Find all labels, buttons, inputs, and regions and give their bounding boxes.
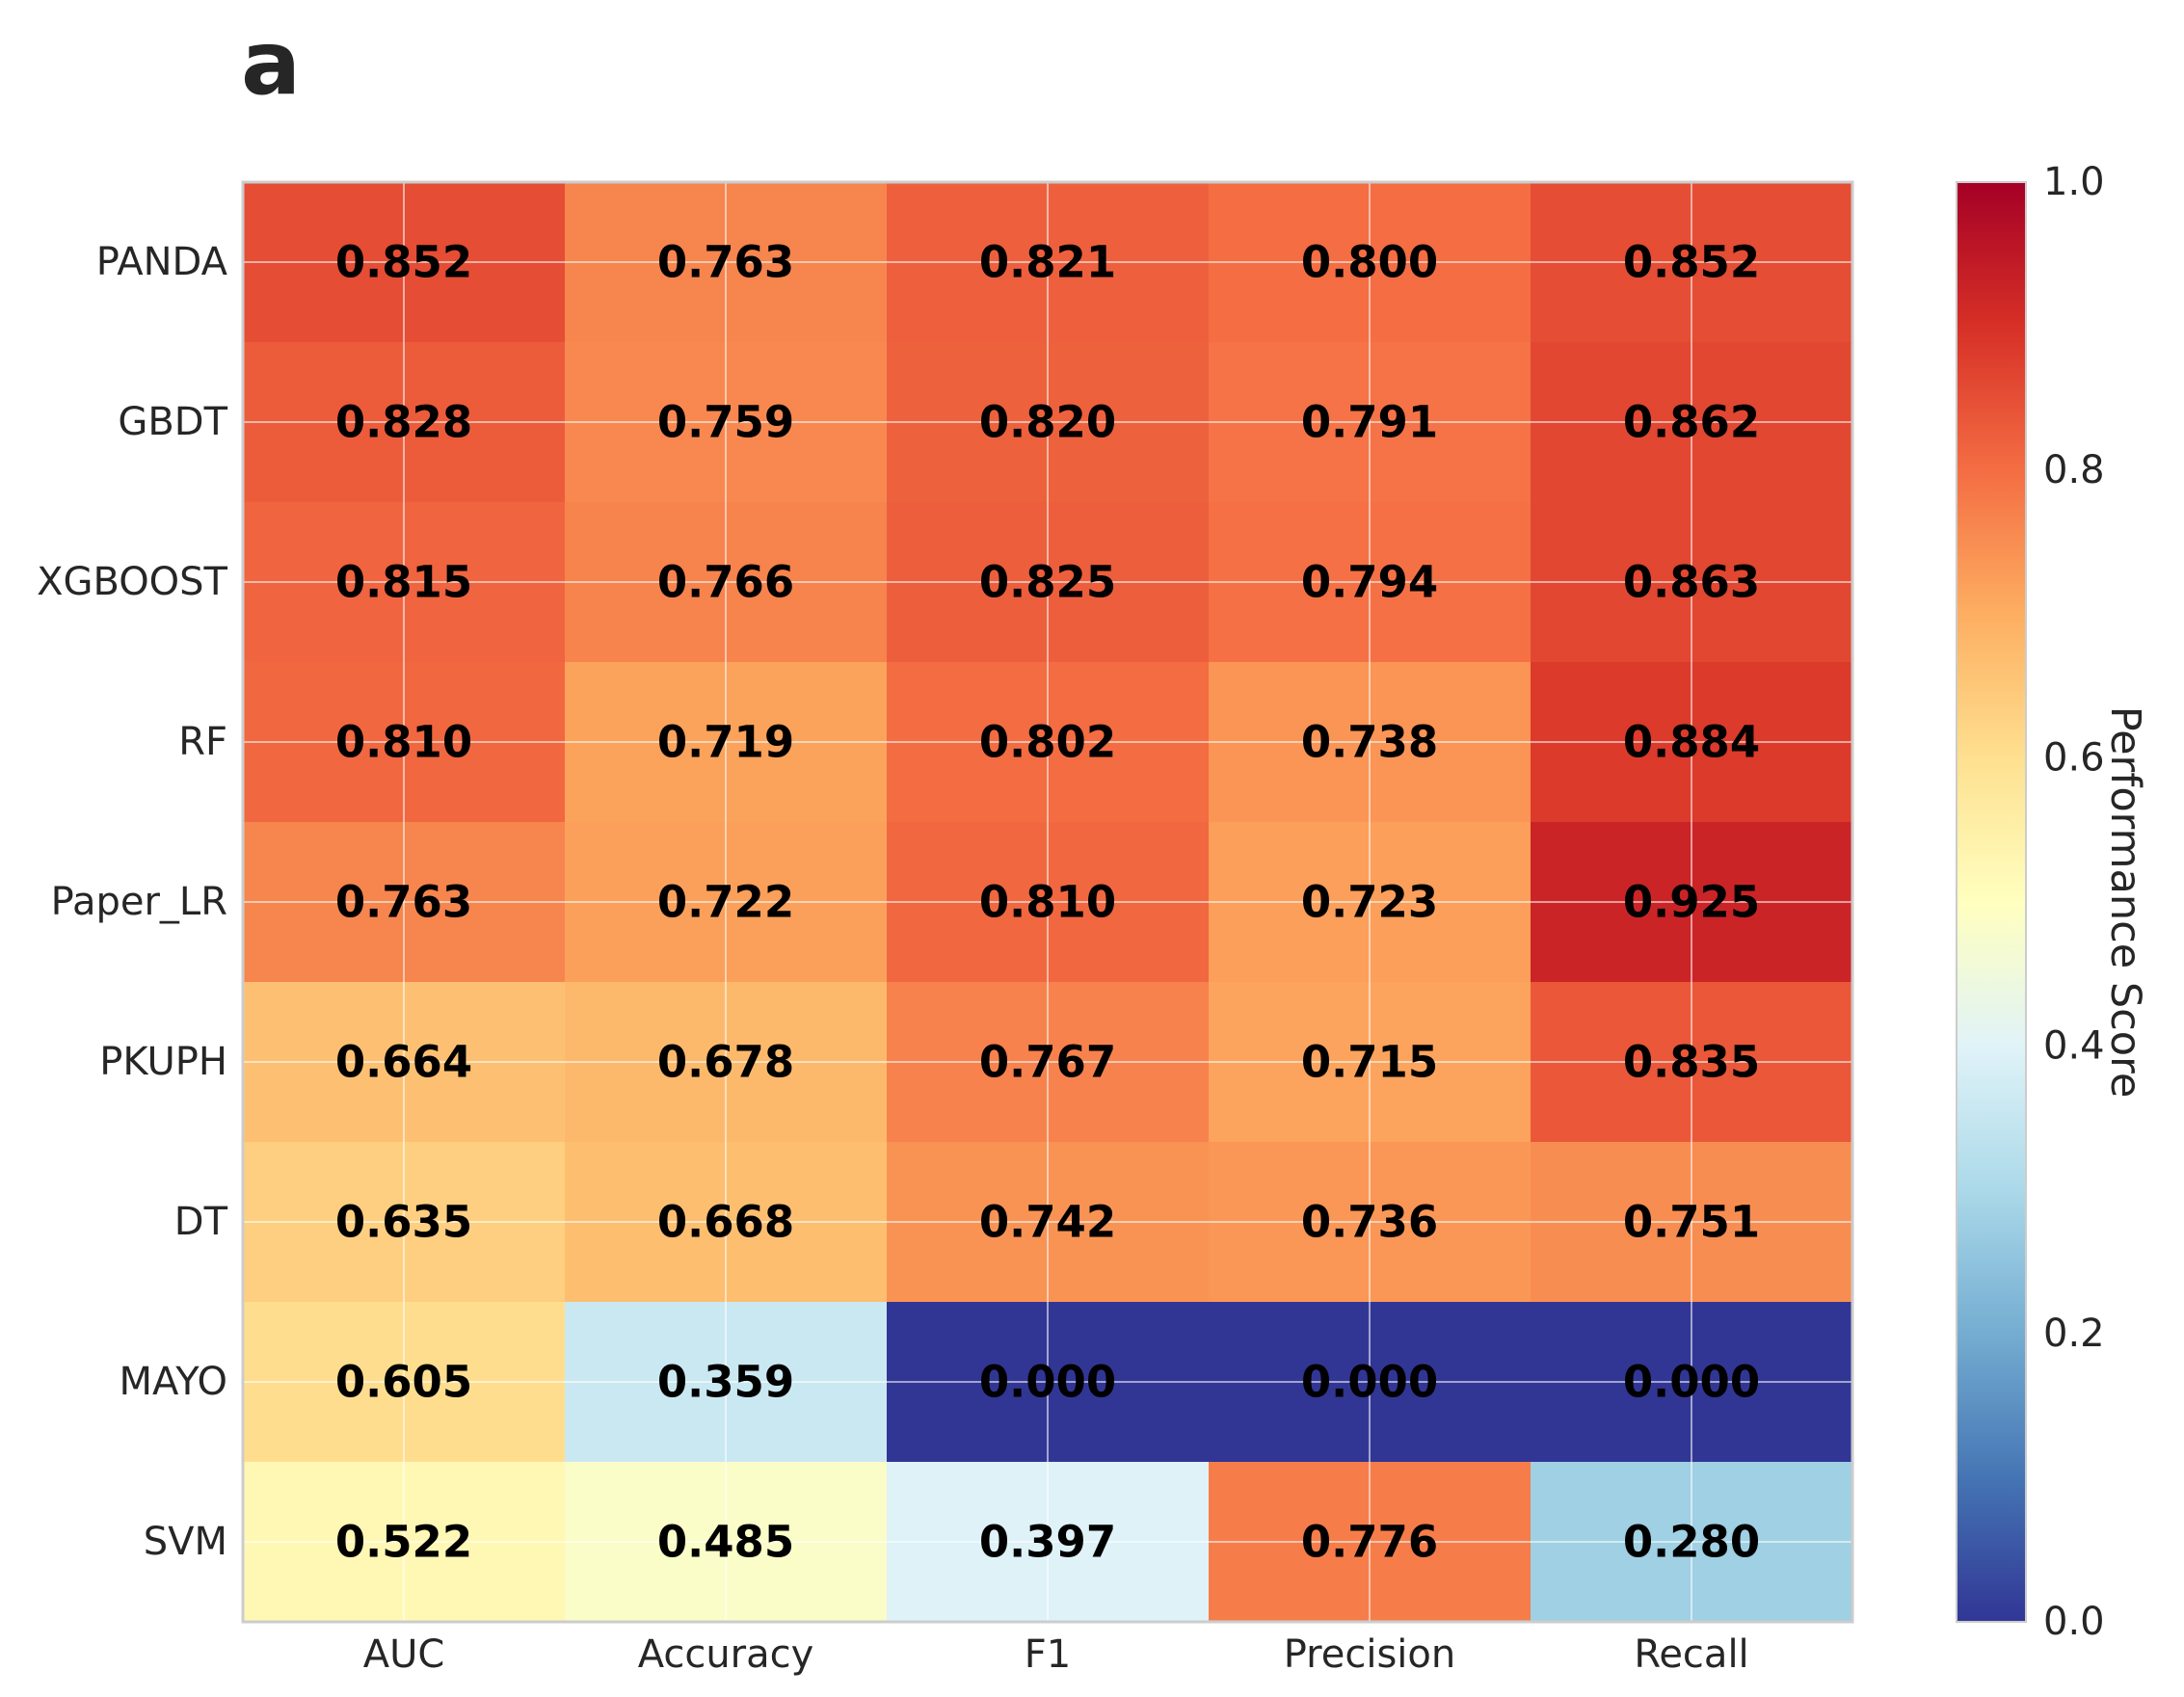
cell-value-label: 0.828 bbox=[335, 397, 472, 448]
cell-value-label: 0.820 bbox=[979, 397, 1116, 448]
cell-value-label: 0.723 bbox=[1301, 877, 1438, 928]
cell-value-label: 0.485 bbox=[657, 1517, 794, 1568]
cell-value-label: 0.825 bbox=[979, 557, 1116, 608]
cell-value-label: 0.794 bbox=[1301, 557, 1438, 608]
plot-frame bbox=[241, 180, 1854, 1624]
panel-label: a bbox=[241, 12, 302, 115]
cell-value-label: 0.736 bbox=[1301, 1197, 1438, 1248]
cell-value-label: 0.000 bbox=[979, 1357, 1116, 1408]
x-tick-label: AUC bbox=[363, 1632, 445, 1677]
cell-value-label: 0.000 bbox=[1301, 1357, 1438, 1408]
cell-value-label: 0.664 bbox=[335, 1037, 472, 1088]
y-tick-label: DT bbox=[174, 1200, 228, 1244]
y-tick-label: GBDT bbox=[118, 400, 227, 444]
y-tick-label: XGBOOST bbox=[37, 560, 227, 604]
cell-value-label: 0.635 bbox=[335, 1197, 472, 1248]
colorbar bbox=[1956, 181, 2027, 1623]
cell-labels: 0.852 0.763 0.821 0.800 0.852 0.828 0.759 0.820… bbox=[335, 237, 1760, 1568]
cell-value-label: 0.719 bbox=[657, 717, 794, 768]
cell-value-label: 0.763 bbox=[657, 237, 794, 288]
colorbar-tick-label: 0.8 bbox=[2043, 448, 2105, 492]
y-tick-label: PKUPH bbox=[99, 1040, 227, 1084]
cell-value-label: 0.759 bbox=[657, 397, 794, 448]
cell-value-label: 0.802 bbox=[979, 717, 1116, 768]
cell-value-label: 0.359 bbox=[657, 1357, 794, 1408]
cell-value-label: 0.800 bbox=[1301, 237, 1438, 288]
colorbar-tick-label: 0.2 bbox=[2043, 1312, 2105, 1356]
cell-value-label: 0.925 bbox=[1623, 877, 1760, 928]
cell-value-label: 0.280 bbox=[1623, 1517, 1760, 1568]
colorbar-tick-label: 0.6 bbox=[2043, 736, 2105, 781]
cell-value-label: 0.763 bbox=[335, 877, 472, 928]
cell-value-label: 0.678 bbox=[657, 1037, 794, 1088]
cell-value-label: 0.791 bbox=[1301, 397, 1438, 448]
cell-value-label: 0.767 bbox=[979, 1037, 1116, 1088]
cell-value-label: 0.751 bbox=[1623, 1197, 1760, 1248]
colorbar-tick-label: 1.0 bbox=[2043, 160, 2105, 204]
cell-value-label: 0.862 bbox=[1623, 397, 1760, 448]
y-tick-label: SVM bbox=[144, 1520, 227, 1564]
cell-value-label: 0.863 bbox=[1623, 557, 1760, 608]
colorbar-tick-label: 0.0 bbox=[2043, 1600, 2105, 1644]
cell-value-label: 0.742 bbox=[979, 1197, 1116, 1248]
cell-value-label: 0.738 bbox=[1301, 717, 1438, 768]
cell-value-label: 0.815 bbox=[335, 557, 472, 608]
cell-value-label: 0.766 bbox=[657, 557, 794, 608]
cell-value-label: 0.810 bbox=[335, 717, 472, 768]
cell-value-label: 0.397 bbox=[979, 1517, 1116, 1568]
cell-value-label: 0.852 bbox=[1623, 237, 1760, 288]
cell-value-label: 0.000 bbox=[1623, 1357, 1760, 1408]
y-tick-label: RF bbox=[178, 720, 227, 764]
cell-value-label: 0.715 bbox=[1301, 1037, 1438, 1088]
cell-value-label: 0.835 bbox=[1623, 1037, 1760, 1088]
cell-value-label: 0.605 bbox=[335, 1357, 472, 1408]
cell-value-label: 0.884 bbox=[1623, 717, 1760, 768]
colorbar-tick-label: 0.4 bbox=[2043, 1023, 2105, 1068]
x-tick-label: F1 bbox=[1025, 1632, 1071, 1677]
x-tick-label: Recall bbox=[1634, 1632, 1748, 1677]
y-tick-label: PANDA bbox=[96, 240, 228, 284]
cell-value-label: 0.852 bbox=[335, 237, 472, 288]
cell-value-label: 0.522 bbox=[335, 1517, 472, 1568]
cell-value-label: 0.810 bbox=[979, 877, 1116, 928]
y-tick-label: Paper_LR bbox=[51, 880, 227, 924]
colorbar-label: Performance Score bbox=[2101, 706, 2149, 1099]
gridlines bbox=[243, 182, 1852, 1622]
x-tick-label: Precision bbox=[1284, 1632, 1455, 1677]
cell-value-label: 0.722 bbox=[657, 877, 794, 928]
x-tick-label: Accuracy bbox=[638, 1632, 814, 1677]
y-tick-label: MAYO bbox=[120, 1360, 228, 1404]
cell-value-label: 0.821 bbox=[979, 237, 1116, 288]
cell-value-label: 0.776 bbox=[1301, 1517, 1438, 1568]
cell-value-label: 0.668 bbox=[657, 1197, 794, 1248]
